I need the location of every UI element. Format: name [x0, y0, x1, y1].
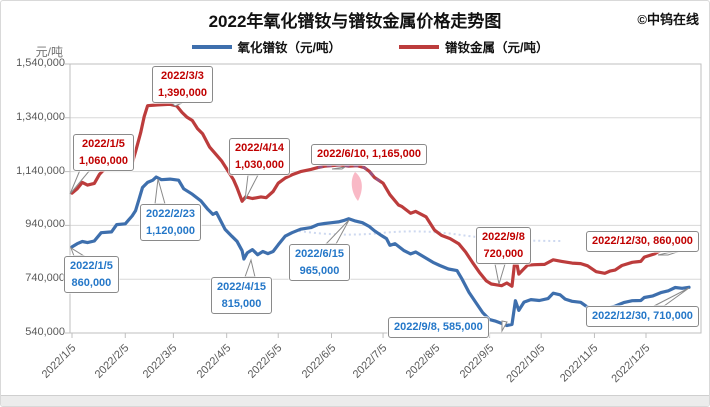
series-line-metal	[70, 102, 691, 288]
annotation-pointer	[494, 263, 506, 285]
annotation-pointer	[154, 178, 166, 205]
annotation-callout: 2022/1/5 1,060,000	[73, 134, 134, 171]
annotation-callout: 2022/12/30, 710,000	[586, 306, 699, 327]
ghost-dash-overlay	[317, 163, 384, 185]
bottom-strip	[1, 395, 709, 406]
legend-item-metal: 镨钕金属（元/吨）	[399, 37, 548, 56]
y-axis-tick-label: 1,340,000	[16, 110, 65, 123]
annotation-pointer	[70, 246, 86, 257]
y-axis-unit-label: 元/吨	[35, 45, 63, 59]
legend-item-oxide: 氧化镨钕（元/吨）	[191, 37, 341, 56]
highlight-marker	[351, 172, 362, 201]
annotation-callout: 2022/3/3 1,390,000	[152, 66, 213, 103]
annotation-callout: 2022/6/15 965,000	[289, 244, 350, 281]
y-axis-tick-label: 740,000	[25, 272, 65, 285]
annotation-pointer	[69, 169, 92, 195]
annotation-callout: 2022/2/23 1,120,000	[140, 204, 201, 241]
annotation-callout: 2022/9/8 720,000	[476, 227, 531, 264]
annotation-pointer	[331, 166, 346, 170]
legend-line-metal-icon	[399, 44, 439, 49]
legend-label-oxide: 氧化镨钕（元/吨）	[237, 41, 341, 55]
annotation-callout: 2022/1/5 860,000	[64, 256, 119, 293]
annotation-callout: 2022/6/10, 1,165,000	[311, 144, 427, 165]
legend: 氧化镨钕（元/吨） 镨钕金属（元/吨）	[1, 37, 709, 56]
legend-line-oxide-icon	[191, 44, 232, 49]
annotation-callout: 2022/12/30, 860,000	[586, 231, 699, 252]
annotation-callout: 2022/4/15 815,000	[211, 277, 272, 314]
y-axis-tick-label: 1,140,000	[16, 164, 65, 177]
annotation-callout: 2022/9/8, 585,000	[388, 317, 489, 338]
y-axis-tick-label: 1,540,000	[16, 57, 65, 69]
copyright-label: ©中钨在线	[637, 12, 699, 27]
page-title: 2022年氧化镨钕与镨钕金属价格走势图	[208, 12, 502, 31]
annotation-pointer	[501, 320, 508, 333]
series-line-oxide	[70, 175, 691, 328]
y-axis-tick-label: 940,000	[25, 218, 65, 231]
annotation-callout: 2022/4/14 1,030,000	[229, 138, 290, 175]
y-axis-tick-label: 540,000	[25, 326, 65, 338]
annotation-pointer	[244, 258, 256, 278]
plot-border	[69, 63, 702, 334]
annotation-pointer	[170, 102, 183, 107]
legend-label-metal: 镨钕金属（元/吨）	[445, 41, 549, 55]
annotation-pointer	[244, 174, 259, 201]
